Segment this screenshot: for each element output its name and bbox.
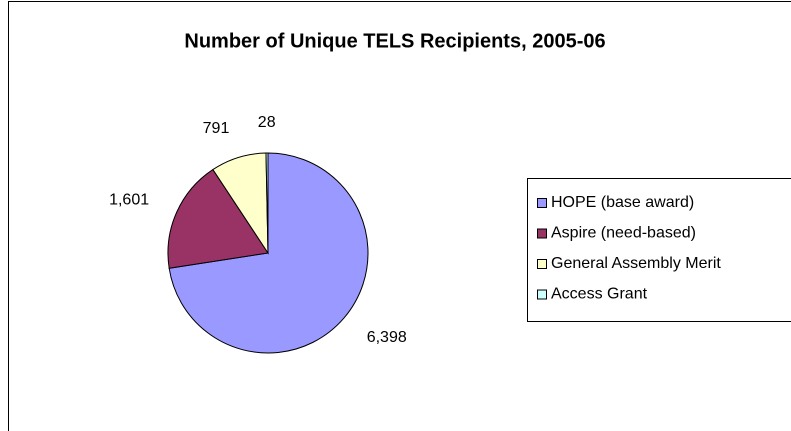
pie-slice [265, 152, 269, 254]
data-label: 28 [258, 114, 276, 131]
data-label: 6,398 [367, 329, 407, 346]
pie-slice [167, 168, 269, 269]
data-label: 791 [203, 120, 230, 137]
legend-label: Aspire (need-based) [551, 225, 696, 242]
legend-swatch [537, 198, 547, 208]
data-label: 1,601 [109, 192, 149, 209]
legend-box [527, 178, 791, 322]
legend-swatch [537, 228, 547, 239]
legend-swatch [537, 259, 547, 269]
legend-label: HOPE (base award) [551, 194, 694, 211]
legend-swatch [537, 289, 547, 300]
legend-label: General Assembly Merit [551, 255, 721, 272]
chart-title: Number of Unique TELS Recipients, 2005-0… [184, 30, 605, 52]
legend-label: Access Grant [551, 286, 648, 303]
